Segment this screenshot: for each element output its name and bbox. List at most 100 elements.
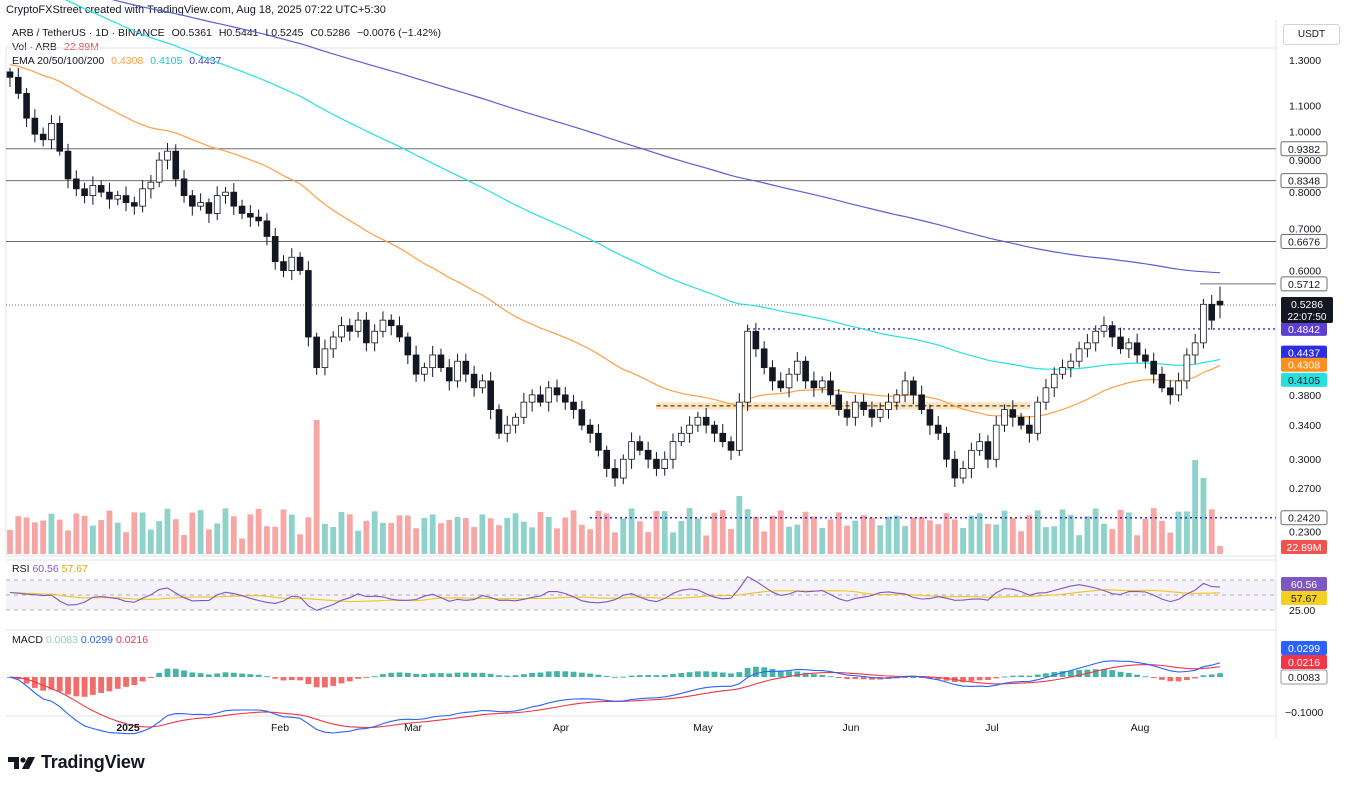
volume-bar — [222, 508, 229, 554]
macd-line — [9, 660, 1221, 735]
candle-down — [561, 394, 569, 403]
macd-histogram-bar — [835, 677, 842, 678]
time-tick-label: Mar — [404, 722, 423, 734]
candle-up — [1075, 348, 1083, 362]
volume-bar — [413, 528, 419, 554]
tag-rsi: 60.56 — [1291, 579, 1317, 591]
rsi-legend[interactable]: RSI 60.56 57.67 — [12, 563, 88, 575]
candle-down — [230, 191, 238, 207]
candle-down — [644, 449, 652, 460]
tag-resistance-3: 0.6676 — [1288, 236, 1320, 248]
candle-up — [661, 458, 669, 469]
symbol-legend[interactable]: ARB / TetherUS · 1D · BINANCE O0.5361 H0… — [12, 27, 445, 39]
candle-down — [537, 394, 544, 403]
candle-up — [48, 122, 55, 141]
macd-hist-value: 0.0083 — [45, 634, 78, 646]
candle-down — [1142, 354, 1149, 362]
candle-down — [843, 409, 851, 418]
macd-histogram-bar — [23, 677, 30, 684]
macd-histogram-bar — [413, 673, 419, 677]
candle-up — [147, 181, 155, 190]
volume-legend[interactable]: Vol · ARB 22.89M — [12, 41, 103, 53]
volume-bar — [1217, 546, 1223, 554]
candle-up — [1050, 373, 1058, 389]
volume-bar — [487, 518, 494, 554]
macd-histogram-bar — [363, 677, 370, 678]
volume-bar — [893, 515, 900, 554]
volume-bar — [869, 517, 875, 554]
ema-50-line — [9, 64, 1221, 418]
macd-histogram-bar — [56, 677, 63, 692]
candle-up — [785, 373, 793, 389]
candle-up — [686, 424, 693, 434]
macd-histogram-bar — [927, 677, 933, 679]
macd-histogram-bar — [703, 671, 710, 677]
macd-histogram-bar — [206, 674, 212, 677]
candle-up — [1034, 401, 1041, 434]
volume-bar — [1109, 529, 1116, 554]
currency-button[interactable]: USDT — [1283, 24, 1340, 45]
volume-bar — [620, 518, 627, 554]
macd-histogram-bar — [827, 676, 834, 678]
macd-histogram-bar — [587, 673, 594, 677]
macd-histogram-bar — [181, 670, 187, 677]
rsi-ma-line — [9, 589, 1221, 603]
macd-histogram-bar — [313, 677, 320, 688]
candle-up — [222, 191, 229, 197]
volume-bar — [31, 522, 38, 554]
volume-bar — [578, 524, 585, 554]
volume-bar — [1134, 535, 1141, 554]
volume-bar — [1125, 512, 1132, 554]
volume-bar — [902, 526, 908, 554]
volume-bar — [645, 532, 652, 554]
candle-down — [1017, 416, 1025, 426]
candle-down — [868, 409, 876, 418]
macd-histogram-bar — [670, 673, 676, 677]
macd-histogram-bar — [1183, 677, 1190, 681]
candle-down — [595, 432, 602, 451]
volume-bar — [918, 517, 925, 554]
tag-macd-hist-bg — [1280, 669, 1328, 685]
candle-down — [437, 354, 445, 369]
candle-down — [653, 458, 660, 469]
macd-legend[interactable]: MACD 0.0083 0.0299 0.0216 — [12, 634, 148, 646]
candle-down — [56, 122, 64, 152]
tag-ema-200-bg — [1281, 345, 1327, 360]
volume-bar — [363, 520, 370, 554]
candle-up — [512, 416, 519, 426]
rsi-label: RSI — [12, 563, 30, 575]
volume-bar — [479, 514, 486, 554]
candle-down — [462, 360, 470, 375]
macd-histogram-bar — [578, 672, 585, 677]
macd-histogram-bar — [985, 677, 991, 680]
macd-histogram-bar — [471, 672, 478, 677]
candle-down — [810, 380, 818, 389]
candle-up — [976, 441, 983, 451]
volume-bar — [661, 511, 668, 554]
candle-down — [6, 71, 14, 78]
volume-bar — [181, 535, 187, 554]
macd-histogram-bar — [1092, 669, 1099, 677]
tradingview-logo-icon — [8, 756, 35, 769]
volume-bar — [794, 524, 801, 554]
macd-histogram-bar — [512, 675, 519, 677]
macd-histogram-bar — [537, 672, 544, 677]
volume-bar — [603, 513, 610, 554]
price-tick-label: 0.8000 — [1289, 187, 1321, 199]
price-tick-label: 0.3800 — [1289, 390, 1321, 402]
volume-bar — [48, 513, 55, 554]
volume-bar — [968, 515, 975, 554]
volume-bar — [844, 525, 850, 554]
candle-down — [918, 394, 925, 411]
macd-histogram-bar — [960, 677, 966, 683]
candle-up — [1200, 303, 1207, 344]
macd-histogram-bar — [106, 677, 113, 692]
tradingview-logo[interactable]: TradingView — [8, 752, 145, 773]
volume-bar — [230, 516, 237, 554]
volume-bar — [595, 510, 602, 554]
ema-legend[interactable]: EMA 20/50/100/200 0.4308 0.4105 0.4437 — [12, 55, 225, 67]
volume-bar — [852, 520, 859, 554]
tag-current-price-bg — [1281, 297, 1333, 324]
